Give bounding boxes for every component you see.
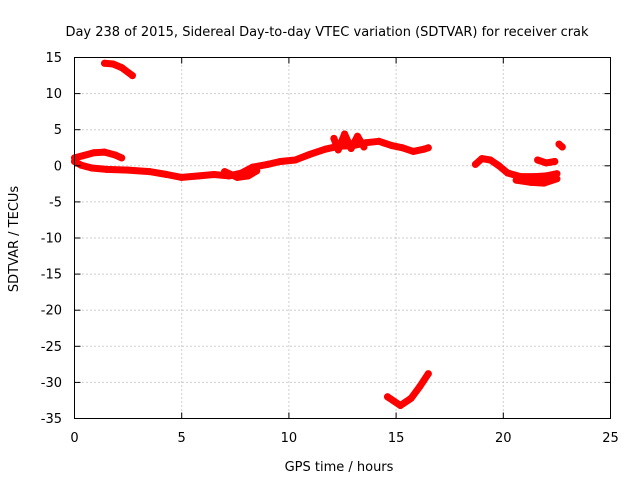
x-tick-label: 20 bbox=[495, 431, 512, 446]
data-point bbox=[178, 173, 186, 181]
series-sdtvar-dip-band bbox=[221, 167, 261, 181]
data-point bbox=[388, 142, 396, 150]
series-sdtvar-late-lower bbox=[512, 175, 561, 187]
y-tick-label: -20 bbox=[41, 304, 62, 319]
data-point bbox=[101, 148, 108, 156]
x-tick-label: 15 bbox=[388, 431, 405, 446]
data-point bbox=[79, 152, 87, 160]
data-point bbox=[396, 402, 404, 409]
data-point bbox=[88, 164, 96, 172]
data-point bbox=[407, 394, 415, 402]
y-tick-label: -10 bbox=[41, 232, 62, 247]
data-point bbox=[276, 158, 284, 165]
data-point bbox=[424, 370, 432, 378]
data-point bbox=[118, 64, 126, 72]
data-point bbox=[558, 143, 566, 151]
data-point bbox=[330, 134, 338, 142]
y-tick-label: -25 bbox=[41, 340, 62, 355]
data-point bbox=[233, 173, 241, 181]
series-sdtvar-dip-segment bbox=[384, 370, 432, 409]
data-point bbox=[360, 143, 368, 151]
y-tick-label: -15 bbox=[41, 268, 62, 283]
data-point bbox=[527, 178, 535, 186]
data-point bbox=[291, 156, 299, 164]
y-tick-label: 5 bbox=[54, 123, 62, 138]
data-point bbox=[512, 176, 520, 184]
data-point bbox=[253, 167, 261, 175]
data-point bbox=[77, 161, 85, 169]
data-point bbox=[163, 171, 171, 178]
data-point bbox=[341, 130, 349, 138]
data-point bbox=[409, 147, 417, 155]
data-point bbox=[347, 145, 355, 152]
data-point bbox=[90, 149, 98, 157]
data-point bbox=[553, 175, 561, 183]
data-point bbox=[375, 137, 383, 145]
data-point bbox=[478, 155, 486, 163]
data-point bbox=[306, 150, 314, 158]
data-point bbox=[195, 172, 203, 180]
data-series bbox=[71, 59, 566, 409]
data-point bbox=[264, 160, 271, 168]
y-axis-label: SDTVAR / TECUs bbox=[7, 186, 22, 293]
y-tick-label: -30 bbox=[41, 376, 62, 391]
data-point bbox=[542, 172, 550, 180]
y-tick-label: -5 bbox=[49, 195, 62, 210]
x-tick-label: 0 bbox=[70, 431, 78, 446]
data-point bbox=[504, 169, 512, 177]
data-point bbox=[124, 166, 132, 174]
data-point bbox=[128, 72, 136, 80]
data-point bbox=[471, 160, 479, 168]
data-point bbox=[109, 60, 117, 68]
data-point bbox=[111, 151, 119, 159]
data-point bbox=[334, 146, 342, 154]
data-point bbox=[354, 132, 361, 140]
x-tick-label: 10 bbox=[281, 431, 298, 446]
data-point bbox=[103, 165, 111, 173]
x-tick-label: 5 bbox=[178, 431, 186, 446]
data-point bbox=[399, 144, 406, 152]
data-point bbox=[321, 145, 329, 153]
data-point bbox=[416, 383, 424, 391]
data-point bbox=[532, 173, 539, 181]
data-point bbox=[244, 172, 252, 180]
grid-lines bbox=[74, 57, 611, 419]
axis-ticks: 0 5 10 15 20 25 15 10 5 0 -5 -10 -15 -20 -25 -30 -35 bbox=[41, 51, 619, 446]
series-sdtvar-high-segment bbox=[101, 59, 136, 80]
data-point bbox=[551, 158, 559, 165]
y-tick-label: 0 bbox=[54, 159, 62, 174]
x-axis-label: GPS time / hours bbox=[285, 460, 394, 475]
data-point bbox=[384, 393, 391, 401]
y-tick-label: 15 bbox=[45, 51, 62, 66]
data-point bbox=[540, 179, 548, 187]
data-point bbox=[210, 171, 218, 178]
data-point bbox=[542, 159, 550, 167]
data-point bbox=[221, 168, 229, 176]
data-point bbox=[146, 168, 153, 176]
data-point bbox=[118, 154, 126, 162]
data-point bbox=[495, 162, 503, 170]
chart-title: Day 238 of 2015, Sidereal Day-to-day VTE… bbox=[65, 25, 589, 40]
y-tick-label: 10 bbox=[45, 87, 62, 102]
y-tick-label: -35 bbox=[41, 412, 62, 427]
data-point bbox=[486, 156, 494, 164]
data-point bbox=[424, 144, 432, 152]
x-tick-label: 25 bbox=[602, 431, 619, 446]
data-point bbox=[534, 156, 542, 164]
data-point bbox=[553, 170, 561, 178]
data-point bbox=[101, 59, 108, 67]
